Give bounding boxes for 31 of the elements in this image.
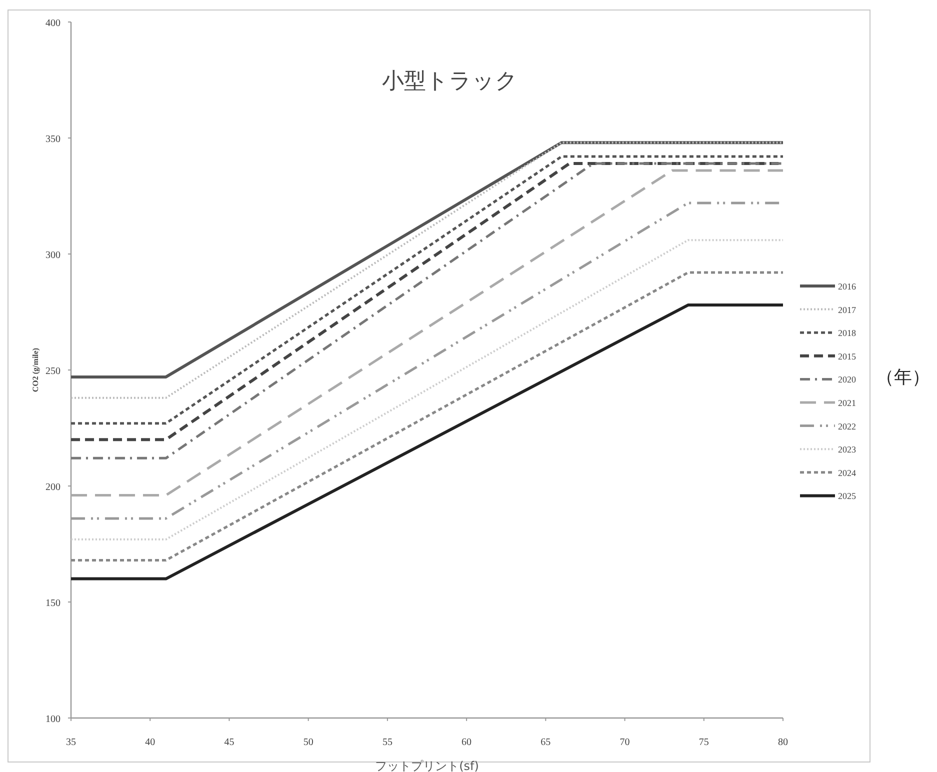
y-tick-label: 350 (46, 134, 60, 145)
legend-label: 2024 (838, 468, 856, 478)
legend-label: 2018 (838, 328, 856, 338)
y-tick-label: 400 (46, 18, 60, 29)
y-tick-label: 100 (46, 714, 60, 725)
x-tick-label: 45 (224, 737, 234, 748)
x-tick-label: 50 (303, 737, 314, 748)
x-tick-label: 80 (778, 737, 788, 748)
x-tick-label: 60 (462, 737, 472, 748)
y-tick-label: 250 (46, 366, 60, 377)
legend-label: 2025 (838, 491, 856, 502)
legend-label: 2020 (838, 374, 856, 385)
legend-title: （年） (876, 367, 930, 388)
x-tick-label: 40 (145, 737, 156, 748)
y-axis-title: CO2 (g/mile) (31, 348, 40, 392)
x-tick-label: 65 (540, 737, 551, 748)
x-tick-label: 55 (382, 737, 392, 748)
text: 小型トラック (382, 69, 518, 94)
y-tick-label: 200 (46, 482, 60, 493)
legend-label: 2023 (838, 444, 856, 455)
legend-label: 2021 (838, 398, 856, 408)
legend-label: 2015 (838, 351, 856, 362)
legend-label: 2016 (838, 282, 856, 292)
legend-label: 2017 (838, 304, 856, 315)
y-tick-label: 150 (46, 598, 60, 609)
x-tick-label: 75 (698, 737, 709, 748)
legend-label: 2022 (838, 421, 856, 432)
y-tick-label: 300 (46, 250, 60, 261)
x-axis-title: フットプリント(sf) (375, 759, 479, 772)
x-tick-label: 35 (66, 737, 76, 748)
x-tick-label: 70 (620, 737, 630, 748)
